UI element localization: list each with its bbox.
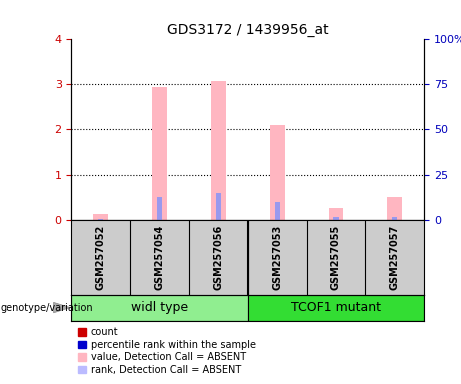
Title: GDS3172 / 1439956_at: GDS3172 / 1439956_at [167,23,329,37]
Legend: count, percentile rank within the sample, value, Detection Call = ABSENT, rank, : count, percentile rank within the sample… [77,326,258,377]
Bar [71,295,248,321]
Text: GSM257053: GSM257053 [272,225,282,290]
Bar [216,192,221,220]
Bar [211,81,226,220]
Bar [333,217,338,220]
Bar [270,125,284,220]
Bar [157,197,162,220]
Text: GSM257054: GSM257054 [154,225,165,290]
Bar [98,219,103,220]
Bar [94,214,108,220]
Bar [248,295,424,321]
Bar [275,202,280,220]
Text: GSM257055: GSM257055 [331,225,341,290]
Text: TCOF1 mutant: TCOF1 mutant [291,301,381,314]
Bar [387,197,402,220]
Text: widl type: widl type [131,301,188,314]
Text: GSM257052: GSM257052 [96,225,106,290]
Bar [392,217,397,220]
Text: GSM257056: GSM257056 [213,225,224,290]
Text: genotype/variation: genotype/variation [1,303,94,313]
Bar [329,209,343,220]
Polygon shape [53,302,70,313]
Text: GSM257057: GSM257057 [390,225,400,290]
Bar [152,86,167,220]
